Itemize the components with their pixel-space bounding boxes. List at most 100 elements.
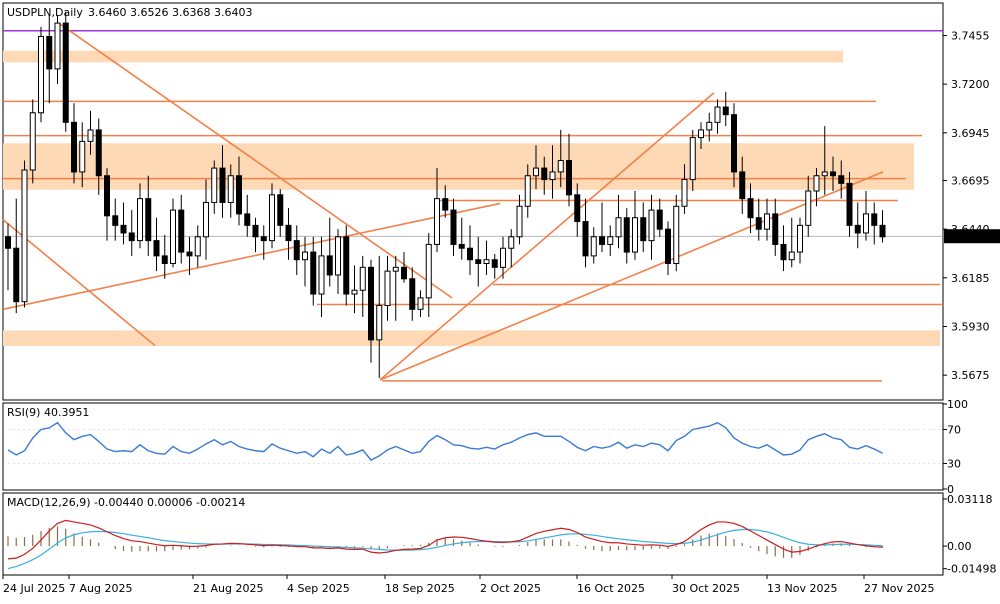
candle-bull <box>79 140 86 173</box>
trendline <box>379 171 884 381</box>
price-axis: 3.74553.72003.69453.66953.64403.61853.59… <box>943 29 1000 382</box>
candle-bull <box>269 194 275 242</box>
candle-bull <box>425 243 432 299</box>
candle-bear <box>491 259 498 268</box>
candle-bear <box>244 213 251 226</box>
trendline <box>2 202 501 311</box>
trendline <box>59 23 453 299</box>
macd-signal-line <box>7 528 883 570</box>
candle-bull <box>615 217 622 238</box>
candle-bear <box>772 213 779 245</box>
candle-bull <box>706 121 713 131</box>
candle-bull <box>376 304 383 341</box>
candle-bull <box>87 129 94 142</box>
candle-bull <box>821 171 828 177</box>
candle-bear <box>120 224 127 234</box>
candle-bear <box>475 259 482 265</box>
candle-bull <box>689 137 696 181</box>
rsi-tick-label: 70 <box>947 424 961 437</box>
candle-bear <box>112 215 119 226</box>
candle-bull <box>29 112 36 171</box>
rsi-plot <box>7 421 883 461</box>
candle-bull <box>714 106 721 123</box>
rsi-panel[interactable]: 100 70 30 0 RSI(9) 40.3951 <box>2 398 968 496</box>
candle-bull <box>533 167 539 177</box>
date-axis: 24 Jul 2025 7 Aug 2025 21 Aug 2025 4 Sep 20… <box>2 575 934 595</box>
candle-bear <box>71 121 77 173</box>
macd-panel-frame <box>2 492 944 576</box>
candle-bull <box>805 190 812 226</box>
trendlines <box>2 23 884 381</box>
chart-header-ohlc: 3.6460 3.6526 3.6368 3.6403 <box>88 6 252 19</box>
candle-bear <box>854 224 861 234</box>
candle-bear <box>780 243 787 261</box>
date-tick-label: 2 Oct 2025 <box>480 582 541 595</box>
candle-bear <box>219 167 226 203</box>
candle-bull <box>302 251 308 261</box>
date-tick-label: 4 Sep 2025 <box>287 582 350 595</box>
candle-bear <box>343 236 350 295</box>
candle-bear <box>62 22 69 123</box>
candle-bear <box>458 243 465 249</box>
date-tick-label: 18 Sep 2025 <box>385 582 455 595</box>
macd-main-line <box>7 519 883 560</box>
candle-bear <box>747 198 754 219</box>
candle-bull <box>764 213 770 230</box>
candle-bull <box>170 209 176 265</box>
candle-bear <box>739 171 746 200</box>
candle-bear <box>566 159 572 196</box>
candle-bull <box>557 159 564 173</box>
candle-bear <box>623 217 630 253</box>
candle-bull <box>417 297 424 310</box>
candle-bull <box>434 198 440 245</box>
candle-bear <box>145 198 152 242</box>
candle-bull <box>483 259 490 265</box>
candle-bear <box>409 278 416 310</box>
macd-label: MACD(12,26,9) -0.00440 0.00006 -0.00214 <box>7 496 245 509</box>
trendline <box>2 219 156 347</box>
candle-bear <box>574 194 581 223</box>
price-zone <box>3 50 843 63</box>
candle-bull <box>590 236 597 257</box>
rsi-tick-label: 100 <box>947 398 968 411</box>
candle-bear <box>128 232 135 242</box>
candle-bear <box>104 175 110 217</box>
candle-bull <box>21 169 28 303</box>
candle-bull <box>194 236 201 257</box>
macd-axis: 0.03118 0.00 -0.01498 <box>943 493 996 576</box>
candle-bear <box>599 236 605 245</box>
candle-bear <box>401 266 407 280</box>
candle-bear <box>277 194 284 226</box>
candle-bear <box>46 35 53 70</box>
candle-bull <box>516 205 523 238</box>
price-panel[interactable]: 3.74553.72003.69453.66953.64403.61853.59… <box>2 2 1000 401</box>
candle-bear <box>830 171 836 177</box>
candle-bull <box>38 35 44 114</box>
candle-bear <box>665 228 671 265</box>
candle-bull <box>392 266 399 272</box>
candle-bear <box>656 209 663 230</box>
candle-bear <box>722 106 729 116</box>
candle-bull <box>508 236 515 249</box>
date-tick-label: 24 Jul 2025 <box>3 582 65 595</box>
candle-bear <box>731 114 737 173</box>
candle-bull <box>359 266 366 291</box>
candle-bull <box>788 251 795 261</box>
candle-bear <box>161 255 168 265</box>
candle-bull <box>681 179 688 207</box>
candle-bull <box>203 201 209 238</box>
candle-bear <box>236 175 242 215</box>
macd-tick-label: 0.00 <box>947 540 972 553</box>
candle-bull <box>137 198 143 242</box>
candle-bear <box>755 217 762 230</box>
candle-bear <box>153 240 160 257</box>
rsi-tick-label: 30 <box>947 458 961 471</box>
macd-tick-label: -0.01498 <box>947 563 996 576</box>
rsi-tick-label: 0 <box>947 483 954 496</box>
macd-panel[interactable]: 0.03118 0.00 -0.01498 MACD(12,26,9) -0.004… <box>2 492 996 576</box>
candle-bull <box>500 247 506 268</box>
candle-bull <box>797 224 803 253</box>
candle-bear <box>879 224 886 238</box>
